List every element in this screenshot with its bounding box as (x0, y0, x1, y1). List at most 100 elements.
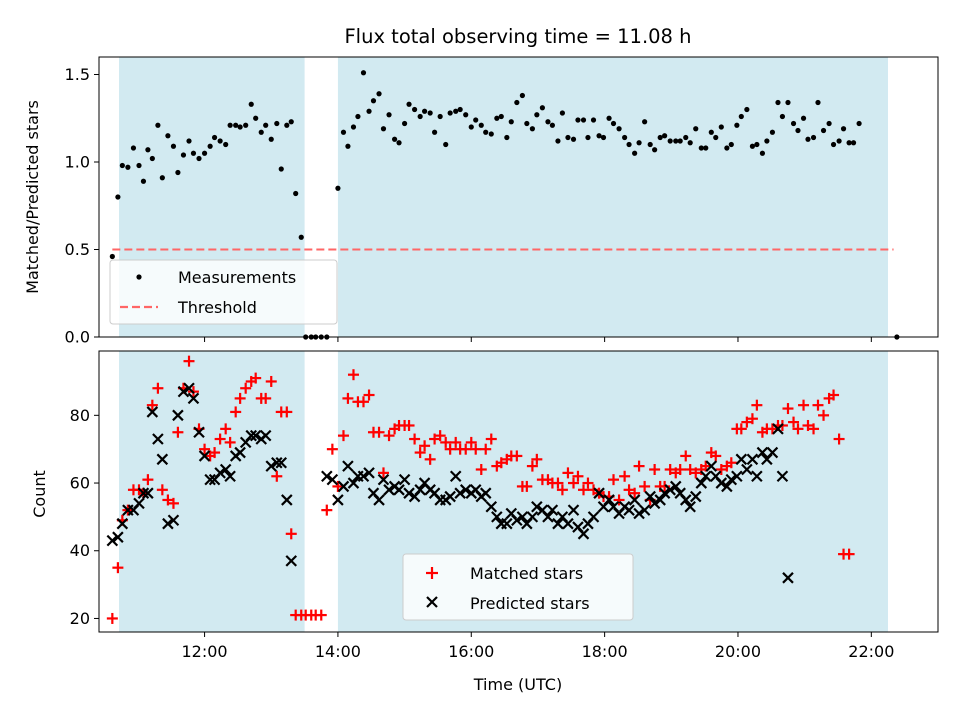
predicted-star-point (224, 470, 236, 483)
predicted-star-point (219, 463, 232, 476)
measurement-point (494, 115, 500, 121)
measurement-point (744, 106, 750, 113)
matched-star-point (183, 355, 195, 367)
matched-star-point (798, 399, 810, 411)
measurement-point (370, 98, 377, 104)
matched-star-point (808, 423, 820, 435)
measurement-point (248, 101, 254, 107)
measurement-point (728, 141, 734, 148)
measurement-point (488, 131, 494, 137)
measurement-point (411, 106, 418, 113)
matched-star-point (414, 447, 426, 459)
matched-star-point (741, 416, 753, 428)
predicted-star-point (162, 517, 174, 530)
matched-star-point (142, 474, 154, 486)
measurement-point (769, 129, 776, 135)
bottom-legend: Matched stars Predicted stars (402, 553, 634, 621)
measurement-point (115, 194, 121, 200)
predicted-star-point (511, 514, 523, 527)
measurement-point (652, 147, 658, 153)
predicted-star-point (664, 484, 676, 496)
measurement-point (826, 120, 832, 127)
measurement-point (170, 143, 177, 149)
measurement-point (622, 134, 628, 141)
predicted-star-point (516, 511, 529, 523)
predicted-star-point (177, 385, 190, 398)
matched-star-point (521, 480, 533, 492)
matched-star-point (608, 474, 620, 486)
bottom-y-ticks: 20 40 60 80 (70, 406, 99, 628)
predicted-star-point (259, 429, 272, 442)
matched-star-point (106, 612, 118, 624)
predicted-star-point (183, 382, 195, 395)
predicted-star-point (531, 500, 543, 513)
measurement-point (820, 127, 827, 134)
predicted-stars-points (106, 382, 794, 584)
matched-star-point (664, 463, 676, 475)
predicted-star-point (731, 470, 743, 483)
measurement-point (795, 127, 801, 134)
matched-star-point (623, 484, 635, 496)
measurement-point (642, 119, 648, 125)
predicted-star-point (689, 490, 702, 503)
measurement-point (545, 119, 551, 125)
matched-star-point (812, 399, 824, 411)
predicted-star-point (321, 470, 333, 483)
matched-star-point (409, 433, 421, 445)
measurement-point (539, 105, 545, 111)
y-tick-label: 20 (70, 609, 90, 628)
measurement-point (836, 138, 842, 144)
x-tick-label: 18:00 (582, 642, 628, 661)
predicted-star-point (705, 460, 718, 472)
predicted-star-point (393, 484, 405, 496)
top-axes-frame (98, 56, 939, 338)
measurement-point (136, 162, 142, 169)
legend-predicted-label: Predicted stars (470, 594, 590, 613)
predicted-star-point (363, 467, 375, 479)
measurement-point (483, 129, 489, 135)
measurement-point (790, 120, 797, 127)
predicted-star-point (669, 480, 682, 493)
matched-star-point (337, 430, 349, 442)
predicted-star-point (193, 426, 205, 439)
y-tick-label: 1.0 (65, 153, 90, 172)
matched-star-point (209, 447, 221, 459)
measurement-point (427, 110, 433, 116)
measurement-point (447, 110, 453, 116)
measurement-point (227, 122, 233, 128)
predicted-star-point (526, 511, 539, 523)
predicted-star-point (721, 480, 733, 493)
measurement-point (140, 178, 147, 184)
predicted-star-point (542, 511, 554, 523)
measurement-point (810, 134, 817, 141)
measurement-point (175, 169, 181, 176)
measurement-point (754, 141, 760, 148)
matched-star-point (766, 423, 778, 435)
top-x-ticks (204, 337, 872, 342)
matched-star-point (788, 416, 800, 428)
observing-windows (119, 57, 888, 337)
matched-star-point (792, 423, 804, 435)
predicted-star-point (198, 450, 211, 462)
measurement-point (555, 138, 561, 144)
measurement-point (534, 112, 540, 118)
measurement-point (125, 164, 131, 170)
predicted-star-point (593, 487, 605, 499)
predicted-star-point (398, 473, 411, 486)
observing-window-2 (337, 57, 888, 337)
measurement-point (549, 122, 555, 128)
predicted-star-point (142, 487, 154, 499)
measurement-point (708, 129, 714, 135)
matched-star-point (674, 463, 686, 475)
measurement-point (243, 122, 249, 128)
measurement-point (779, 113, 786, 120)
matched-star-point (265, 375, 277, 387)
predicted-star-point (187, 392, 200, 405)
measurement-point (856, 120, 862, 127)
predicted-star-point (587, 511, 600, 523)
matched-star-point (526, 460, 538, 472)
y-tick-label: 40 (70, 541, 90, 560)
predicted-star-point (756, 446, 769, 459)
matched-star-point (424, 453, 436, 465)
